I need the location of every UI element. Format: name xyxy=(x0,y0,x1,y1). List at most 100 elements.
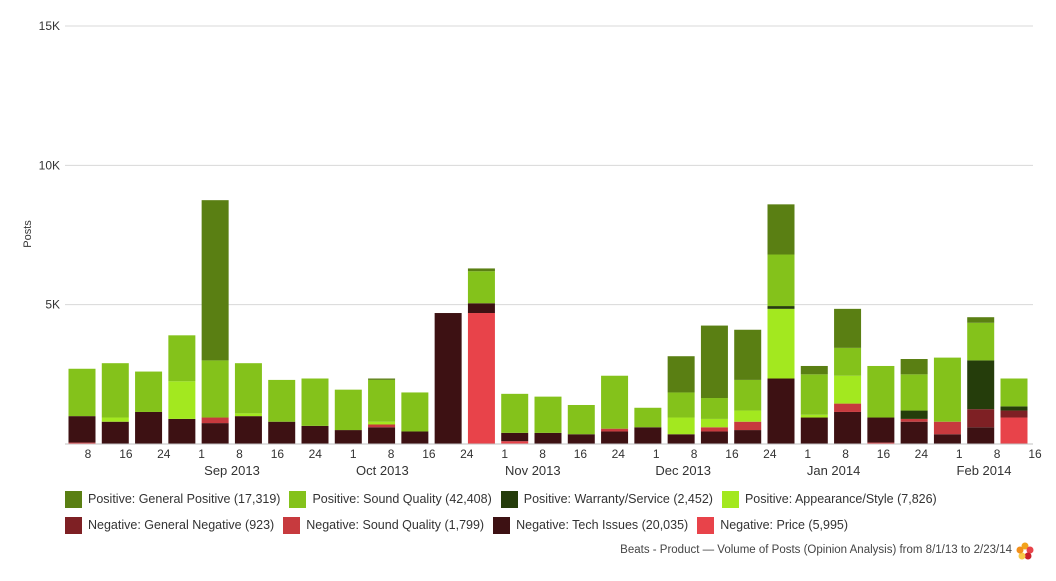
bars xyxy=(68,200,1028,444)
bar-segment xyxy=(534,396,562,433)
bar-segment xyxy=(700,398,728,419)
y-tick-label: 10K xyxy=(39,158,60,172)
legend-item[interactable]: Negative: General Negative (923) xyxy=(65,516,275,534)
legend-label: Negative: Price (5,995) xyxy=(720,518,849,532)
bar-segment xyxy=(467,313,495,444)
bar-segment xyxy=(368,421,396,425)
bar-segment xyxy=(767,306,795,309)
bar-segment xyxy=(68,416,96,443)
bar-segment xyxy=(634,407,662,428)
bar-segment xyxy=(168,381,196,419)
bar-segment xyxy=(168,418,196,444)
bar-segment xyxy=(1000,417,1028,444)
legend-swatch xyxy=(697,516,715,534)
x-tick-label: 1 xyxy=(350,447,357,461)
bar-segment xyxy=(401,431,429,444)
x-tick-label: 1 xyxy=(956,447,963,461)
bar-segment xyxy=(68,368,96,417)
bar-segment xyxy=(234,416,262,444)
legend-item[interactable]: Positive: Sound Quality (42,408) xyxy=(289,490,492,508)
bar-segment xyxy=(135,411,163,444)
bar-segment xyxy=(368,427,396,444)
x-tick-label: 24 xyxy=(157,447,171,461)
bar-segment xyxy=(867,442,895,444)
bar-segment xyxy=(334,389,362,431)
legend: Positive: General Positive (17,319) Posit… xyxy=(65,486,965,538)
bar-segment xyxy=(767,308,795,379)
legend-label: Negative: Sound Quality (1,799) xyxy=(306,518,485,532)
bar-segment xyxy=(933,434,961,444)
bar-segment xyxy=(967,409,995,428)
bar-segment xyxy=(201,423,229,444)
bar-segment xyxy=(135,371,163,412)
legend-item[interactable]: Positive: General Positive (17,319) xyxy=(65,490,281,508)
bar-segment xyxy=(834,375,862,404)
bar-segment xyxy=(800,414,828,418)
x-month-label: Feb 2014 xyxy=(957,463,1012,478)
bar-segment xyxy=(967,322,995,361)
bar-segment xyxy=(900,410,928,419)
bar-segment xyxy=(700,427,728,432)
bar-segment xyxy=(368,378,396,380)
bar-segment xyxy=(933,357,961,422)
bar-segment xyxy=(601,375,629,429)
bar-segment xyxy=(734,379,762,411)
legend-swatch xyxy=(283,516,301,534)
bar-segment xyxy=(501,441,529,444)
bar-segment xyxy=(434,313,462,444)
bar-segment xyxy=(201,200,229,361)
bar-segment xyxy=(268,379,296,422)
bar-segment xyxy=(933,421,961,435)
legend-row-negative: Negative: General Negative (923) Negative… xyxy=(65,512,965,538)
bar-segment xyxy=(567,434,595,444)
bar-segment xyxy=(667,434,695,444)
bar-segment xyxy=(800,374,828,415)
x-tick-label: 1 xyxy=(501,447,508,461)
x-tick-label: 8 xyxy=(236,447,243,461)
legend-item[interactable]: Negative: Tech Issues (20,035) xyxy=(493,516,688,534)
bar-segment xyxy=(534,432,562,444)
legend-swatch xyxy=(500,490,518,508)
bar-segment xyxy=(168,335,196,382)
bar-segment xyxy=(800,365,828,375)
bar-segment xyxy=(734,421,762,431)
bar-segment xyxy=(667,356,695,393)
bar-segment xyxy=(1000,378,1028,407)
bar-segment xyxy=(234,363,262,414)
bar-segment xyxy=(501,432,529,442)
bar-segment xyxy=(634,427,662,444)
legend-item[interactable]: Negative: Sound Quality (1,799) xyxy=(283,516,485,534)
legend-swatch xyxy=(721,490,739,508)
bar-segment xyxy=(334,430,362,444)
x-tick-label: 16 xyxy=(1028,447,1042,461)
bar-segment xyxy=(201,360,229,418)
legend-label: Positive: General Positive (17,319) xyxy=(88,492,281,506)
legend-item[interactable]: Negative: Price (5,995) xyxy=(697,516,849,534)
legend-label: Negative: General Negative (923) xyxy=(88,518,275,532)
bar-segment xyxy=(301,378,329,426)
bar-segment xyxy=(900,421,928,444)
bar-segment xyxy=(301,425,329,444)
bar-segment xyxy=(900,418,928,422)
x-tick-label: 1 xyxy=(653,447,660,461)
bar-segment xyxy=(101,421,129,444)
x-month-label: Nov 2013 xyxy=(505,463,561,478)
bar-segment xyxy=(467,271,495,304)
x-month-label: Dec 2013 xyxy=(655,463,711,478)
x-tick-label: 8 xyxy=(539,447,546,461)
x-tick-label: 8 xyxy=(994,447,1001,461)
x-tick-label: 8 xyxy=(842,447,849,461)
bar-segment xyxy=(700,431,728,444)
legend-label: Positive: Sound Quality (42,408) xyxy=(312,492,492,506)
legend-label: Positive: Appearance/Style (7,826) xyxy=(744,492,937,506)
x-tick-label: 8 xyxy=(691,447,698,461)
bar-segment xyxy=(101,363,129,418)
bar-segment xyxy=(501,393,529,433)
x-tick-label: 24 xyxy=(612,447,626,461)
legend-item[interactable]: Positive: Warranty/Service (2,452) xyxy=(500,490,713,508)
bar-segment xyxy=(1000,406,1028,411)
flower-logo-icon xyxy=(1016,542,1034,560)
bar-segment xyxy=(101,417,129,422)
legend-item[interactable]: Positive: Appearance/Style (7,826) xyxy=(721,490,937,508)
